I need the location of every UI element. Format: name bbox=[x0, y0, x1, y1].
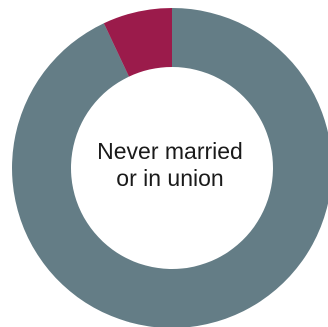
donut-center-label: Never married or in union bbox=[40, 138, 300, 192]
donut-slice-2 bbox=[103, 8, 172, 77]
center-label-line-1: Never married bbox=[97, 138, 243, 164]
center-label-line-2: or in union bbox=[116, 165, 224, 191]
donut-slice-1 bbox=[12, 8, 328, 327]
donut-slices bbox=[12, 8, 328, 327]
